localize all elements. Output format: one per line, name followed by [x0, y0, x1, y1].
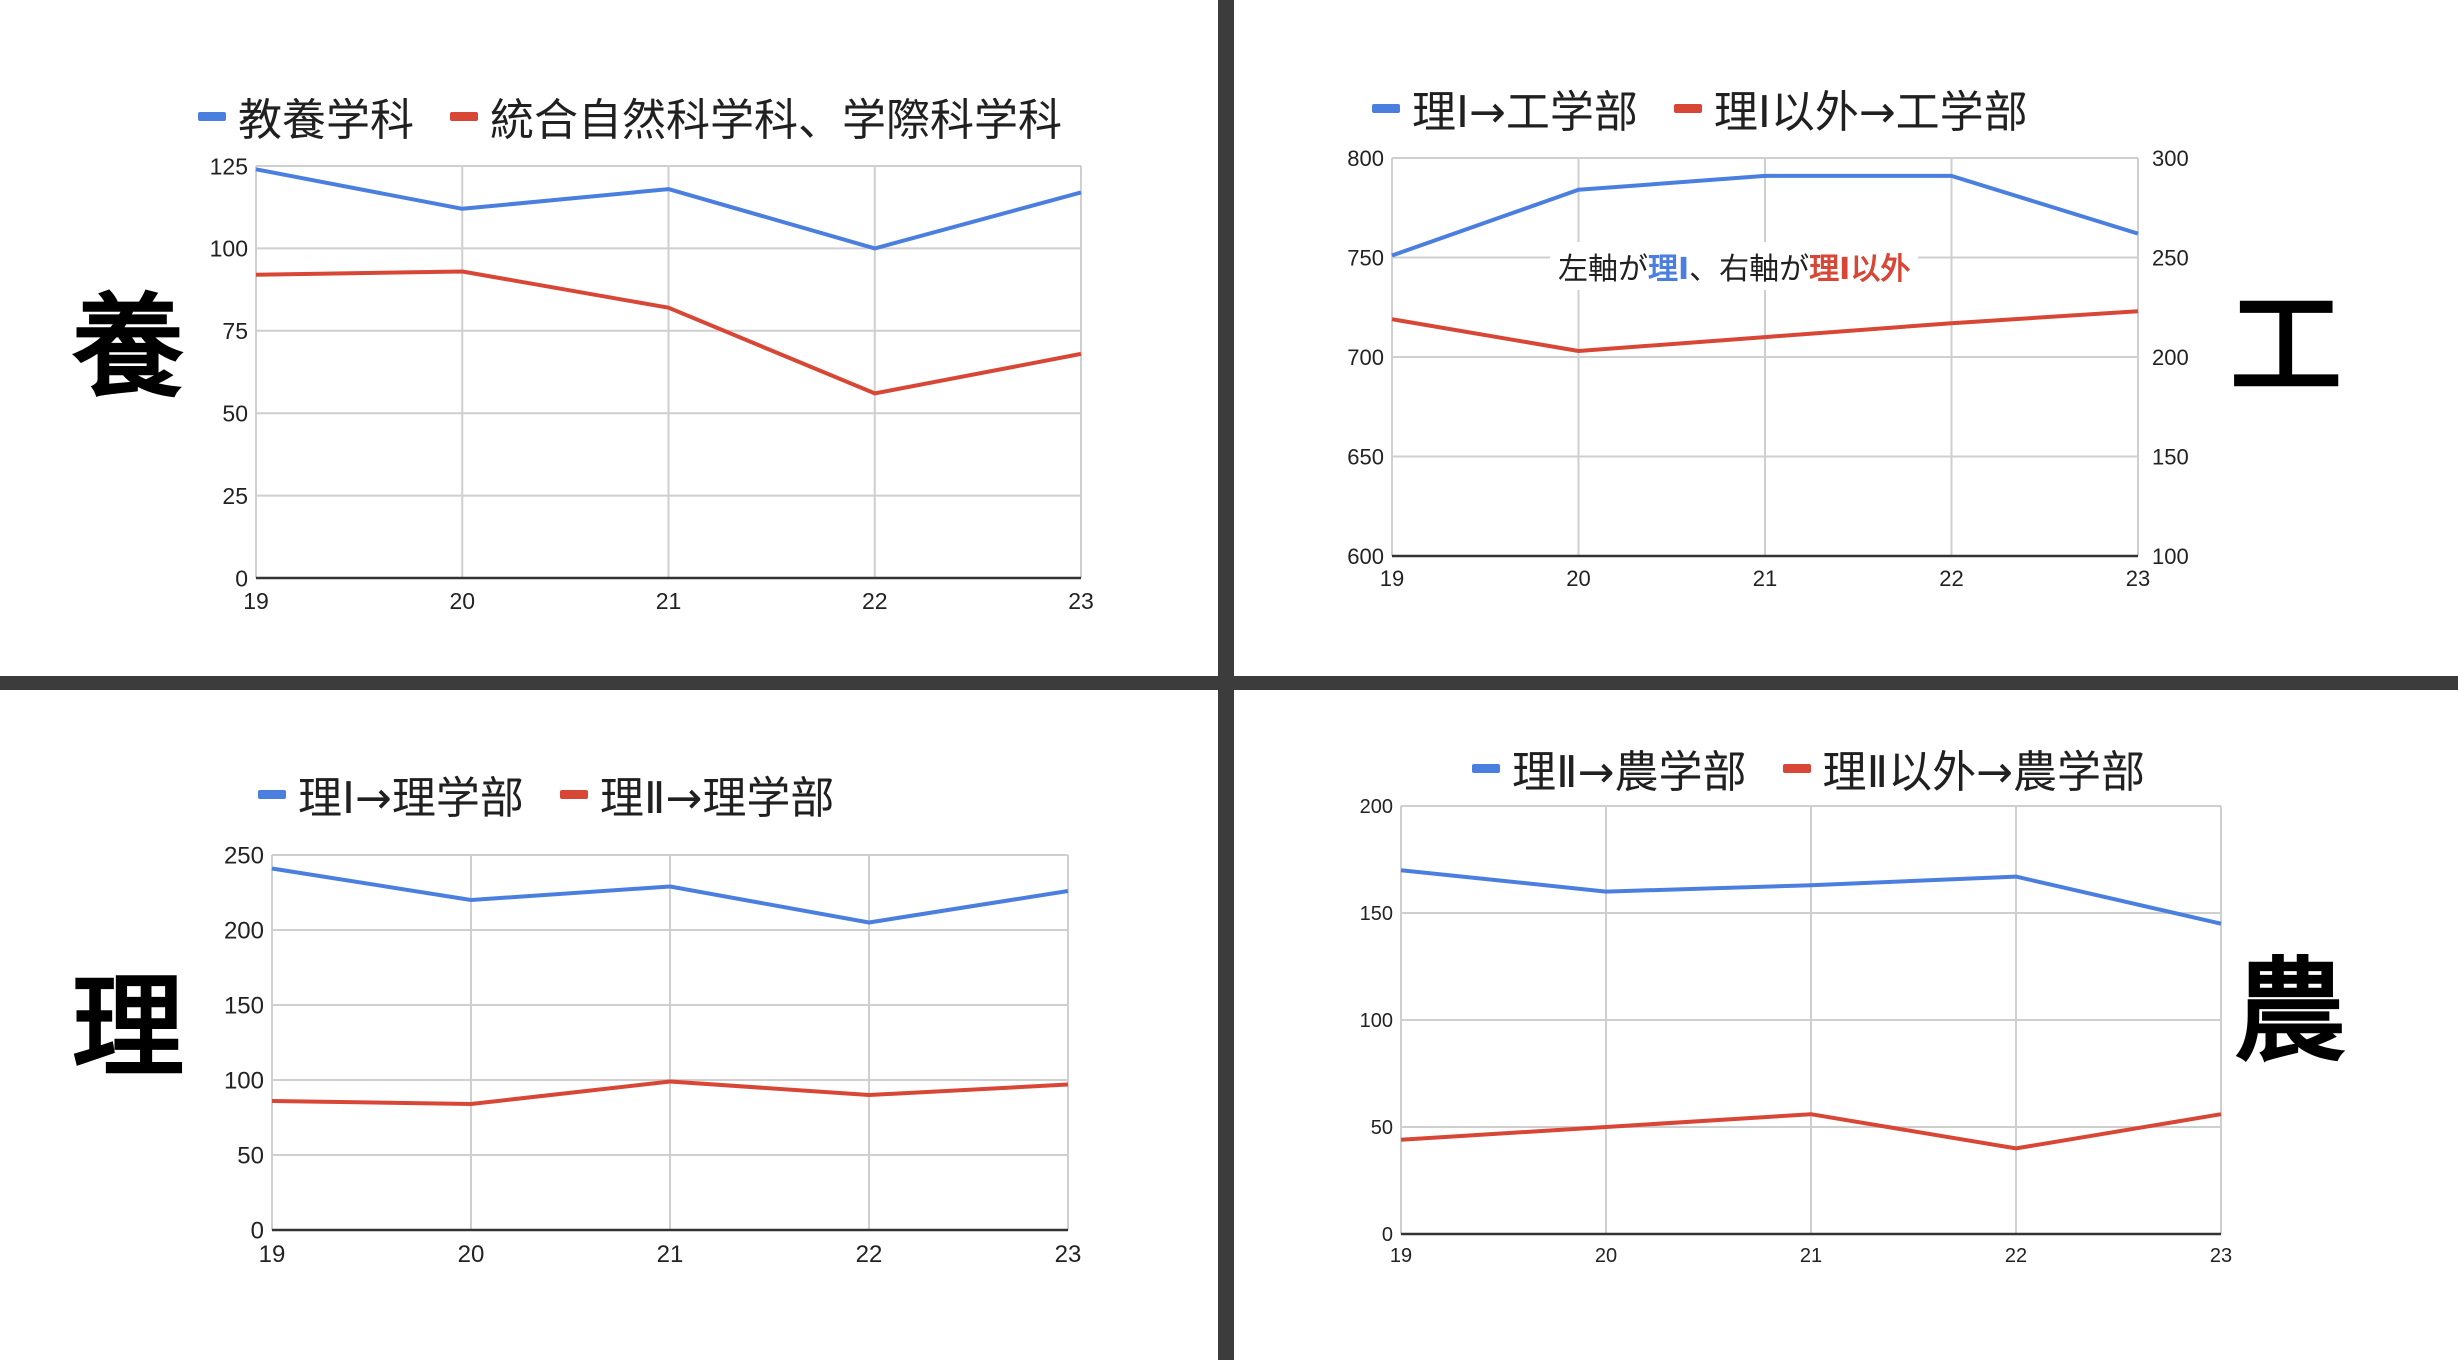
legend-label: 理Ⅰ以外→工学部	[1713, 87, 2028, 138]
legend-label: 理Ⅰ→理学部	[298, 773, 524, 824]
y-tick-label-right: 100	[2152, 544, 2189, 569]
legend-label: 理Ⅰ→工学部	[1412, 87, 1638, 138]
department-glyph: 理	[72, 962, 184, 1093]
chart-kou: 600 650 700 750 800 100 150 200 250 300 19 20 21 22 23	[1347, 146, 2189, 591]
y-tick-label: 25	[222, 483, 248, 509]
legend-item: 理Ⅰ→工学部	[1372, 76, 1638, 140]
x-tick-label: 20	[458, 1241, 485, 1268]
x-tick-label: 21	[1753, 566, 1777, 591]
legend-item: 理Ⅰ以外→工学部	[1673, 76, 2028, 140]
x-tick-label: 23	[1068, 588, 1094, 614]
y-tick-label: 75	[222, 318, 248, 344]
legend-item: 理Ⅱ→農学部	[1472, 736, 1747, 800]
legend-label: 統合自然科学科、学際科学科	[490, 95, 1062, 146]
panel-kou: 理Ⅰ→工学部 理Ⅰ以外→工学部 工 600 650 700 750 800 100 150 2…	[1234, 0, 2458, 676]
legend-label: 理Ⅱ以外→農学部	[1822, 747, 2146, 798]
legend-swatch-red	[1673, 103, 1702, 113]
legend-label: 教養学科	[238, 95, 414, 146]
x-tick-label: 22	[2005, 1245, 2027, 1267]
legend-swatch-blue	[1372, 103, 1400, 113]
y-tick-label-right: 250	[2152, 245, 2189, 270]
y-tick-label: 150	[1360, 903, 1393, 925]
legend: 理Ⅰ→理学部 理Ⅱ→理学部	[258, 762, 870, 826]
y-tick-label: 50	[222, 400, 248, 426]
y-tick-label-right: 150	[2152, 444, 2189, 469]
y-tick-label: 700	[1347, 345, 1384, 370]
legend-swatch-blue	[198, 111, 226, 121]
department-glyph: 工	[2230, 280, 2342, 411]
chart-nou: 0 50 100 150 200 19 20 21 22 23	[1360, 796, 2233, 1267]
y-tick-label: 650	[1347, 444, 1384, 469]
x-tick-label: 22	[1939, 566, 1963, 591]
y-tick-label: 50	[1371, 1117, 1393, 1139]
y-tick-label: 800	[1347, 146, 1384, 171]
y-tick-label: 100	[224, 1068, 264, 1095]
y-tick-label: 750	[1347, 245, 1384, 270]
legend-item: 統合自然科学科、学際科学科	[450, 84, 1062, 148]
note-text-left-axis: 理Ⅰ	[1648, 252, 1690, 287]
y-tick-label: 100	[1360, 1010, 1393, 1032]
x-tick-label: 19	[259, 1241, 286, 1268]
x-tick-label: 20	[1566, 566, 1590, 591]
legend-label: 理Ⅱ→理学部	[599, 773, 835, 824]
y-tick-label: 125	[210, 153, 248, 179]
y-tick-label: 150	[224, 993, 264, 1020]
y-tick-label-right: 300	[2152, 146, 2189, 171]
x-tick-label: 21	[657, 1241, 684, 1268]
legend-item: 理Ⅱ以外→農学部	[1782, 736, 2146, 800]
legend-swatch-red	[1782, 763, 1811, 773]
panel-kyoyo: 教養学科 統合自然科学科、学際科学科 養 0 25 50 75 100 125 19 20 21…	[0, 0, 1218, 676]
y-tick-label: 250	[224, 843, 264, 870]
note-text-right-axis: 理Ⅰ以外	[1809, 252, 1911, 287]
x-tick-label: 20	[449, 588, 475, 614]
x-tick-label: 19	[1390, 1245, 1412, 1267]
legend-item: 理Ⅰ→理学部	[258, 762, 524, 826]
department-glyph: 農	[2234, 946, 2346, 1077]
legend-swatch-red	[450, 111, 478, 121]
legend-swatch-blue	[1472, 763, 1500, 773]
x-tick-label: 22	[856, 1241, 883, 1268]
x-tick-label: 22	[862, 588, 888, 614]
y-tick-label: 200	[1360, 796, 1393, 818]
legend: 教養学科 統合自然科学科、学際科学科	[198, 84, 1098, 148]
axis-note: 左軸が理Ⅰ、右軸が理Ⅰ以外	[1550, 242, 1919, 290]
x-tick-label: 23	[1055, 1241, 1082, 1268]
legend: 理Ⅰ→工学部 理Ⅰ以外→工学部	[1372, 76, 2064, 140]
y-tick-label: 600	[1347, 544, 1384, 569]
x-tick-label: 20	[1595, 1245, 1617, 1267]
note-text: 、右軸が	[1689, 252, 1810, 287]
y-tick-label: 100	[210, 236, 248, 262]
panel-ri: 理Ⅰ→理学部 理Ⅱ→理学部 理 0 50 100 150 200 250 19 20 21 22 2…	[0, 690, 1218, 1360]
y-tick-label: 0	[1382, 1224, 1393, 1246]
panel-nou: 理Ⅱ→農学部 理Ⅱ以外→農学部 農 0 50 100 150 200 19 20 21 22 23	[1234, 690, 2458, 1360]
y-tick-label: 50	[237, 1143, 264, 1170]
chart-kyoyo: 0 25 50 75 100 125 19 20 21 22 23	[210, 153, 1094, 614]
x-tick-label: 19	[243, 588, 269, 614]
legend-item: 理Ⅱ→理学部	[559, 762, 835, 826]
x-tick-label: 21	[656, 588, 682, 614]
y-tick-label: 0	[235, 565, 248, 591]
x-tick-label: 23	[2126, 566, 2150, 591]
legend: 理Ⅱ→農学部 理Ⅱ以外→農学部	[1472, 736, 2181, 800]
legend-label: 理Ⅱ→農学部	[1512, 747, 1747, 798]
legend-item: 教養学科	[198, 84, 414, 148]
horizontal-divider	[0, 676, 2458, 690]
x-tick-label: 19	[1380, 566, 1404, 591]
chart-ri: 0 50 100 150 200 250 19 20 21 22 23	[224, 843, 1082, 1268]
department-glyph: 養	[72, 282, 184, 413]
legend-swatch-red	[559, 789, 588, 799]
y-tick-label: 0	[251, 1218, 264, 1245]
y-tick-label: 200	[224, 918, 264, 945]
legend-swatch-blue	[258, 789, 286, 799]
note-text: 左軸が	[1558, 252, 1648, 287]
x-tick-label: 23	[2210, 1245, 2232, 1267]
x-tick-label: 21	[1800, 1245, 1822, 1267]
y-tick-label-right: 200	[2152, 345, 2189, 370]
